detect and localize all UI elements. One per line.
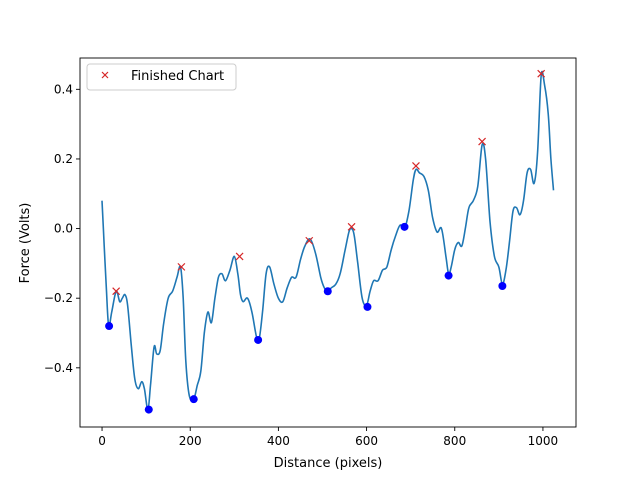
axes-frame xyxy=(79,57,577,428)
valley-marker xyxy=(189,395,198,404)
y-tick-label: 0.2 xyxy=(54,152,73,166)
peak-marker xyxy=(177,262,186,271)
y-tick-label: −0.2 xyxy=(44,291,73,305)
valley-marker xyxy=(323,287,332,296)
plot-area xyxy=(101,69,555,414)
peak-marker-stroke xyxy=(235,252,244,261)
legend-marker-x xyxy=(101,71,109,79)
x-axis-label: Distance (pixels) xyxy=(274,456,383,471)
x-tick-label: 200 xyxy=(179,434,202,448)
peak-marker xyxy=(537,69,546,78)
peak-marker xyxy=(112,287,121,296)
valley-marker xyxy=(144,405,153,414)
x-tick-label: 800 xyxy=(443,434,466,448)
valley-marker xyxy=(498,282,507,291)
x-tick-label: 600 xyxy=(355,434,378,448)
legend-label: Finished Chart xyxy=(131,69,224,84)
peak-marker-stroke xyxy=(305,236,314,245)
x-tick-label: 0 xyxy=(98,434,106,448)
peak-marker-stroke xyxy=(478,137,487,146)
valley-marker xyxy=(105,322,114,331)
peak-marker-stroke xyxy=(412,161,420,170)
valley-marker xyxy=(400,222,409,231)
y-axis-label: Force (Volts) xyxy=(18,203,33,284)
peak-marker-stroke xyxy=(177,262,186,271)
y-tick-label: 0.4 xyxy=(54,82,73,96)
y-tick-label: 0.0 xyxy=(54,222,73,236)
peak-marker-stroke xyxy=(537,69,546,78)
peak-marker xyxy=(305,236,314,245)
peak-marker xyxy=(235,252,244,261)
x-tick-label: 1000 xyxy=(528,434,559,448)
force-line xyxy=(101,70,555,411)
y-tick-label: −0.4 xyxy=(44,361,73,375)
peak-marker xyxy=(412,161,420,170)
peak-marker-stroke xyxy=(112,287,121,296)
x-tick-label: 400 xyxy=(267,434,290,448)
peak-marker xyxy=(478,137,487,146)
legend: Finished Chart xyxy=(86,63,237,91)
valley-marker xyxy=(444,271,453,280)
axis-ticks: 0 200 400 600 800 1000 −0.4 −0.2 0.0 0.2 0.4 xyxy=(44,57,577,448)
peak-marker-stroke xyxy=(347,222,356,231)
valley-marker xyxy=(363,302,372,311)
valley-marker xyxy=(254,335,263,344)
legend-frame xyxy=(86,63,237,91)
peak-marker xyxy=(347,222,356,231)
